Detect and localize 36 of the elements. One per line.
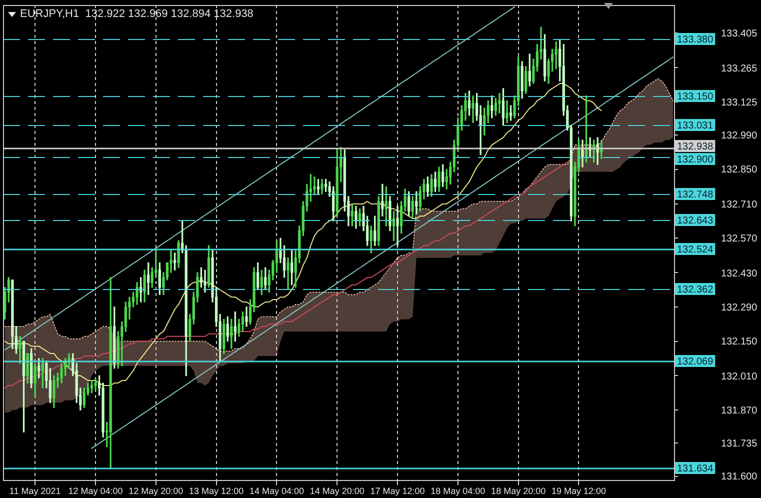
ref-line-label: 133.150 <box>677 91 714 102</box>
y-tick-label: 132.990 <box>721 130 758 142</box>
chart-title: EURJPY,H1 132.922 132.969 132.894 132.938 <box>20 8 254 20</box>
y-tick-label: 131.870 <box>721 405 758 416</box>
x-tick-label: 12 May 04:00 <box>68 486 123 496</box>
y-tick-label: 132.850 <box>721 164 758 176</box>
x-tick-label: 19 May 12:00 <box>551 486 606 496</box>
y-tick-label: 133.405 <box>721 28 758 40</box>
ref-line-label: 132.362 <box>677 284 714 296</box>
y-tick-label: 131.600 <box>721 471 758 482</box>
x-tick-label: 17 May 12:00 <box>370 486 425 496</box>
x-tick-label: 14 May 20:00 <box>310 486 364 496</box>
ref-line-label: 132.524 <box>677 244 714 256</box>
x-tick-label: 12 May 20:00 <box>128 486 184 496</box>
y-tick-label: 132.710 <box>721 199 758 210</box>
ref-line-label: 131.634 <box>677 463 714 474</box>
y-tick-label: 132.010 <box>721 371 758 382</box>
ref-line-label: 132.069 <box>677 356 714 368</box>
x-tick-label: 11 May 2021 <box>9 486 61 496</box>
x-tick-label: 18 May 04:00 <box>430 486 486 496</box>
ref-line-label: 133.031 <box>677 120 714 132</box>
y-tick-label: 131.735 <box>721 438 758 450</box>
ref-line-label: 132.748 <box>677 189 714 200</box>
y-tick-label: 133.265 <box>721 63 758 74</box>
x-tick-label: 13 May 12:00 <box>189 486 244 496</box>
y-tick-label: 132.150 <box>721 336 758 348</box>
y-tick-label: 133.125 <box>721 97 758 108</box>
x-tick-label: 14 May 04:00 <box>249 486 304 496</box>
ref-line-label: 132.938 <box>677 141 714 152</box>
ref-line-label: 133.380 <box>677 34 714 46</box>
y-tick-label: 132.290 <box>721 302 758 314</box>
x-tick-label: 18 May 20:00 <box>491 486 546 496</box>
ref-line-label: 132.643 <box>677 215 714 226</box>
y-tick-label: 132.430 <box>721 268 758 280</box>
ref-line-label: 132.900 <box>677 154 714 166</box>
y-tick-label: 132.570 <box>721 233 758 244</box>
